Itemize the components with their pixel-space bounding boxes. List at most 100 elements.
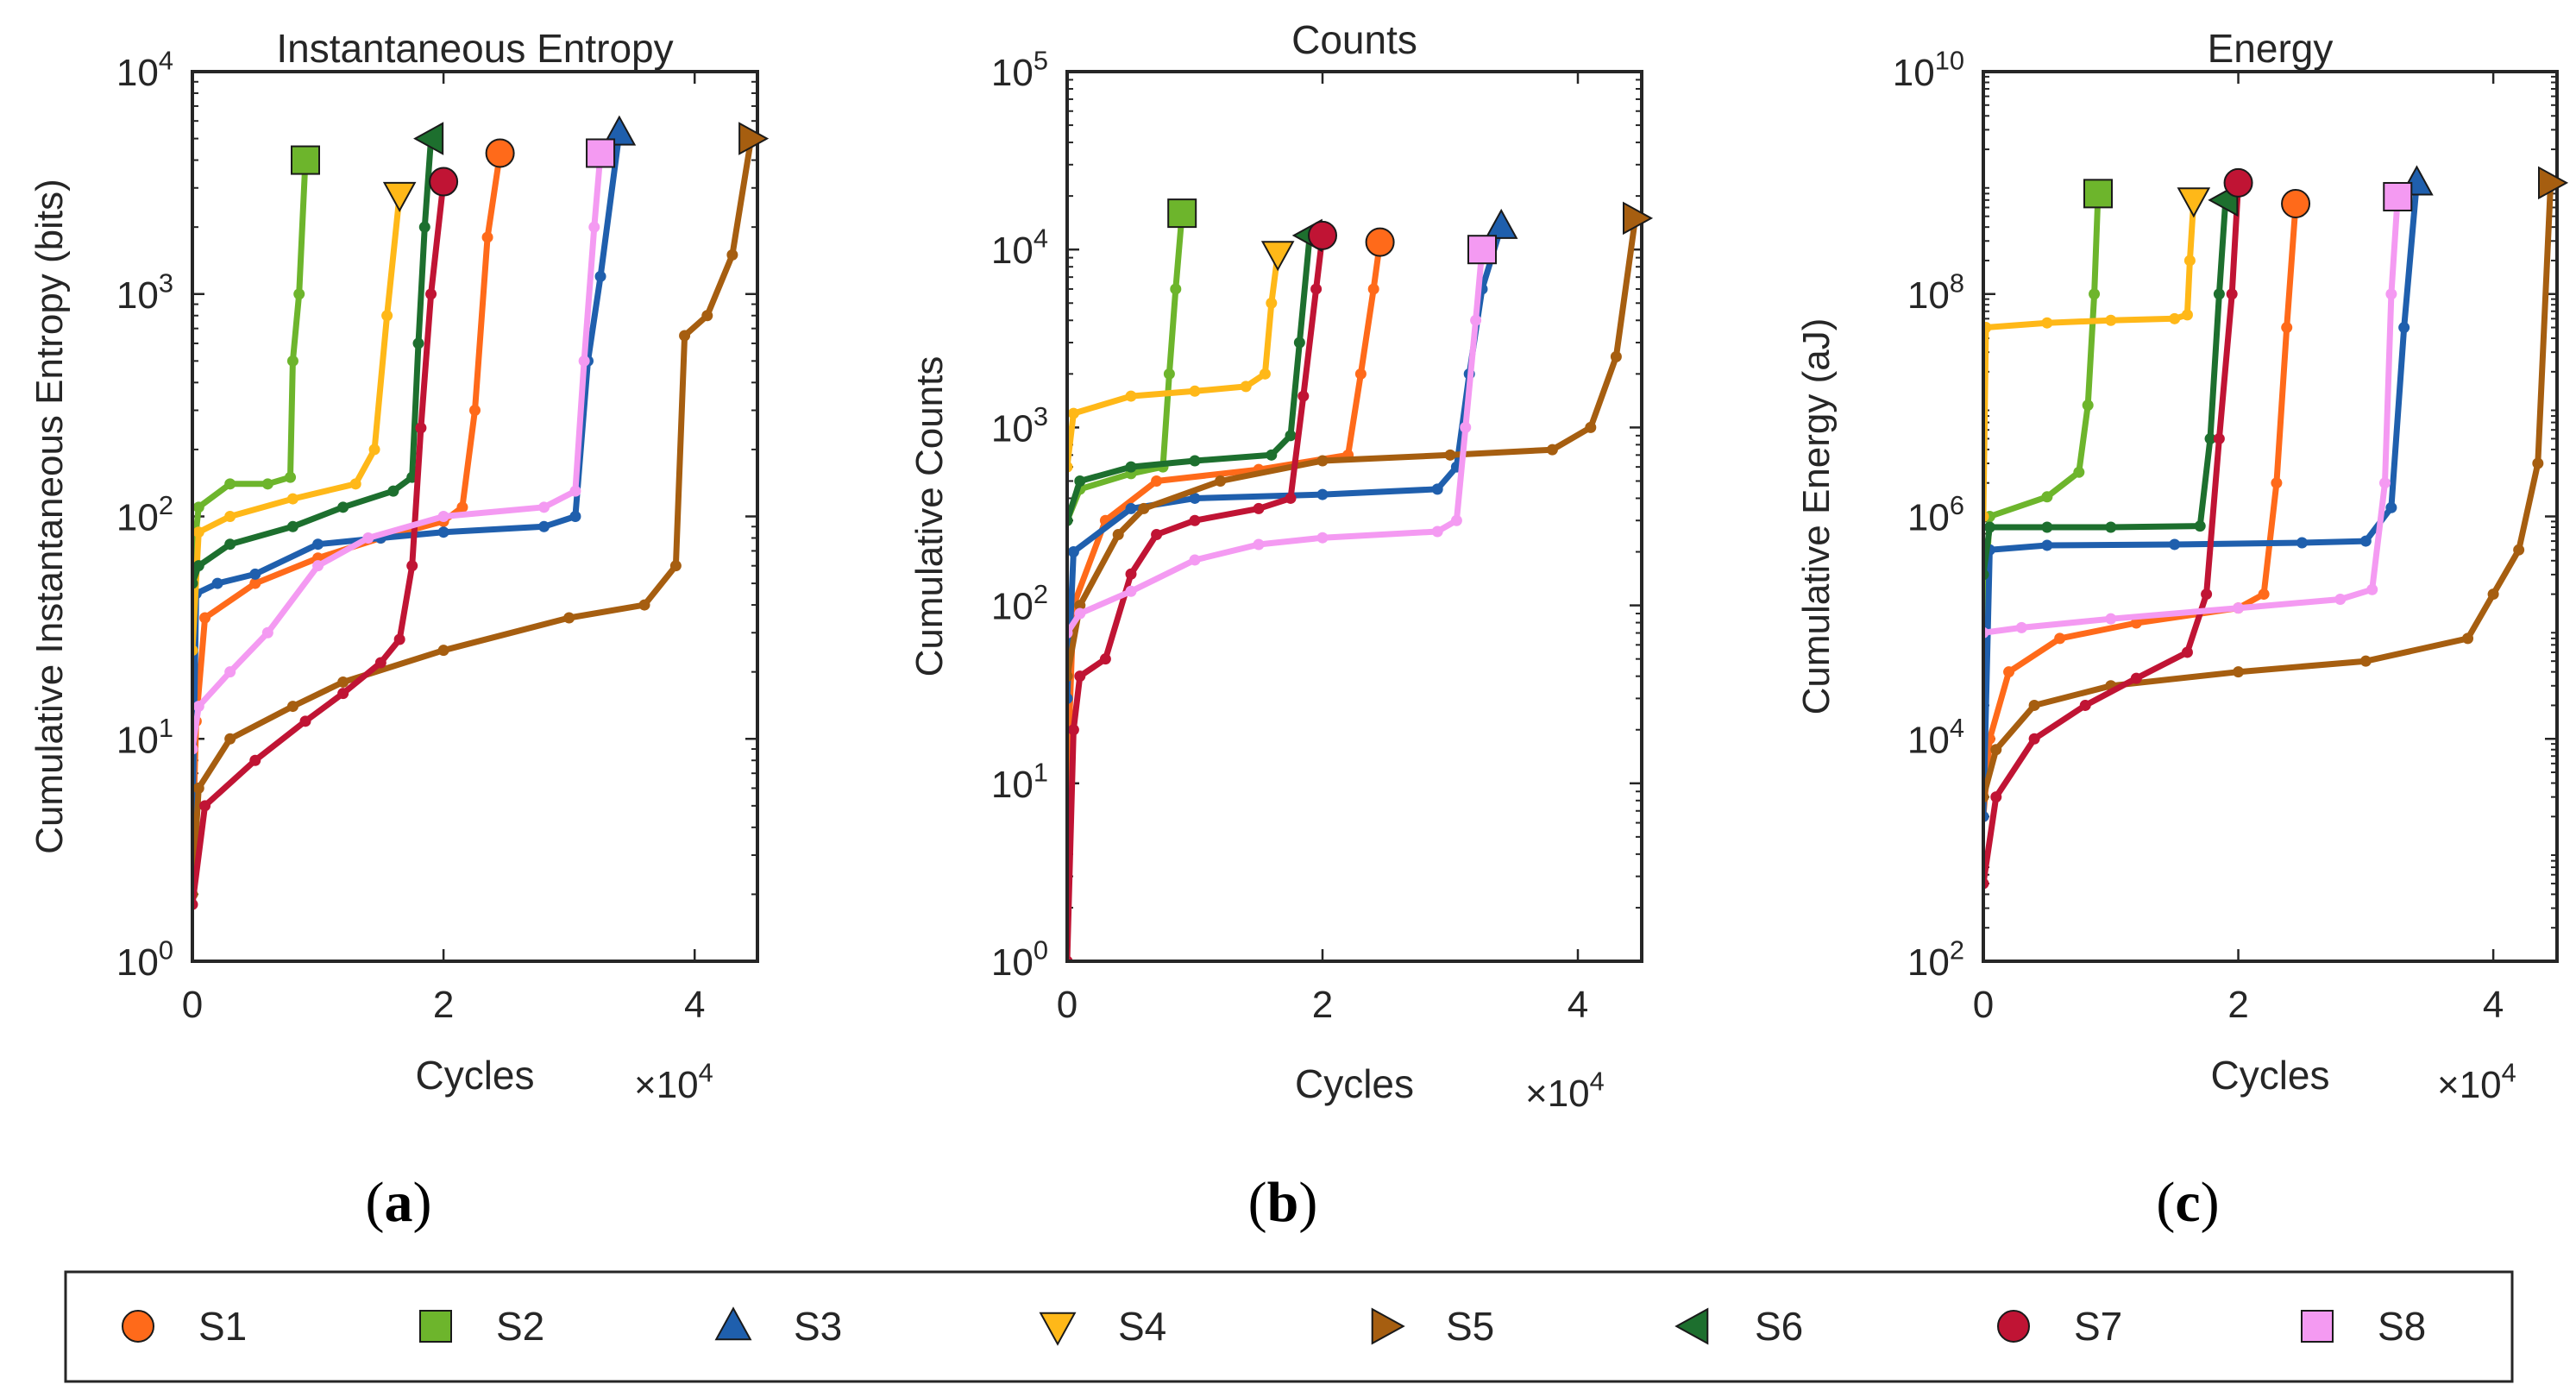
y-tick-label-exponent: 1 <box>159 713 173 743</box>
data-point-S4 <box>2041 317 2053 329</box>
data-point-S2 <box>293 288 305 300</box>
end-marker-S2 <box>2083 179 2113 209</box>
series-line-S7 <box>1983 179 2242 887</box>
data-point-S4 <box>224 511 236 522</box>
series-line-S6 <box>1983 197 2229 578</box>
data-point-S1 <box>249 577 261 589</box>
data-point-S8 <box>2334 593 2347 605</box>
plot-series-group <box>1067 207 1642 961</box>
series-line-S2 <box>192 157 309 569</box>
data-point-S5 <box>2028 699 2040 711</box>
legend-marker-S3 <box>714 1306 752 1341</box>
data-point-S3 <box>2359 535 2372 547</box>
x-tick-label: 0 <box>182 984 203 1026</box>
data-point-S3 <box>437 526 449 538</box>
data-point-S3 <box>211 577 223 589</box>
data-point-S7 <box>2130 672 2142 684</box>
data-point-S3 <box>594 270 606 282</box>
series-line-S4 <box>1983 197 2197 519</box>
x-axis-multiplier-exponent: 4 <box>1590 1067 1605 1097</box>
data-point-S7 <box>1099 653 1111 665</box>
data-point-S5 <box>1316 455 1329 467</box>
y-tick-label-exponent: 4 <box>1950 713 1964 743</box>
series-S7 <box>1067 230 1329 961</box>
data-point-S1 <box>2258 588 2270 601</box>
data-point-S6 <box>286 520 298 532</box>
y-tick-label-base: 10 <box>116 941 159 984</box>
data-point-S8 <box>578 355 590 367</box>
data-point-S8 <box>1316 532 1329 544</box>
data-point-S7 <box>2201 588 2213 601</box>
data-point-S8 <box>1460 421 1472 433</box>
x-tick-label: 2 <box>2227 984 2248 1026</box>
panel-label-letter: a <box>385 1171 413 1234</box>
data-point-S5 <box>1546 444 1558 456</box>
data-point-S6 <box>2041 521 2053 533</box>
y-tick-label: 102 <box>1907 935 1964 984</box>
data-point-S2 <box>224 478 236 490</box>
plot-area <box>1067 72 1642 961</box>
data-point-S2 <box>1163 368 1175 380</box>
x-axis-multiplier-base: ×10 <box>2437 1064 2502 1106</box>
data-point-S2 <box>261 478 273 490</box>
data-point-S6 <box>2105 521 2117 533</box>
data-point-S8 <box>1450 514 1462 526</box>
data-point-S6 <box>387 485 399 497</box>
data-point-S8 <box>362 532 374 544</box>
legend-label: S6 <box>1755 1304 1803 1349</box>
panel-label-letter: c <box>2175 1171 2200 1234</box>
end-marker-S3 <box>1484 208 1518 239</box>
y-tick-label: 103 <box>991 401 1048 450</box>
data-point-S4 <box>349 478 361 490</box>
end-marker-S7 <box>2223 167 2253 198</box>
plot-series-group <box>1983 177 2557 890</box>
data-point-S7 <box>1067 724 1079 736</box>
data-point-S8 <box>2379 477 2391 489</box>
data-point-S4 <box>1259 368 1271 380</box>
legend-label: S5 <box>1446 1304 1494 1349</box>
data-point-S7 <box>374 657 386 669</box>
data-point-S6 <box>1983 521 1995 533</box>
panel-label-paren: ( <box>2156 1171 2175 1234</box>
data-point-S7 <box>2079 699 2091 711</box>
data-point-S7 <box>1990 791 2002 803</box>
y-tick-label-base: 10 <box>991 407 1034 450</box>
y-tick-label: 104 <box>1907 713 1964 761</box>
data-point-S5 <box>2487 588 2499 601</box>
data-point-S5 <box>337 676 349 688</box>
panel-label-paren: ( <box>366 1171 385 1234</box>
data-point-S7 <box>249 754 261 766</box>
axes-frame <box>1982 70 2559 963</box>
data-point-S8 <box>261 626 273 639</box>
data-point-S7 <box>199 800 211 812</box>
data-point-S5 <box>286 701 298 713</box>
data-point-S7 <box>1285 492 1297 504</box>
series-line-S6 <box>1067 232 1313 524</box>
data-point-S4 <box>1067 407 1079 419</box>
data-point-S1 <box>1151 475 1163 487</box>
x-axis-label: Cycles <box>2210 1053 2329 1098</box>
data-point-S5 <box>1215 475 1227 487</box>
legend-label: S3 <box>794 1304 842 1349</box>
data-point-S4 <box>1240 381 1252 393</box>
y-tick-label-exponent: 0 <box>159 935 173 966</box>
data-point-S7 <box>1125 568 1137 580</box>
panel-label: (c) <box>2156 1171 2219 1234</box>
data-point-S5 <box>726 249 738 261</box>
data-point-S5 <box>1610 350 1622 362</box>
data-point-S1 <box>456 501 468 513</box>
data-point-S1 <box>2271 477 2283 489</box>
data-point-S2 <box>1170 283 1182 295</box>
y-axis-label: Cumulative Counts <box>908 356 951 677</box>
panel-label-letter: b <box>1267 1171 1299 1234</box>
y-tick-label-exponent: 3 <box>159 267 173 298</box>
data-point-S6 <box>418 221 430 233</box>
end-marker-S5 <box>738 122 770 155</box>
y-tick-label-exponent: 1 <box>1034 757 1048 787</box>
data-point-S6 <box>1074 475 1086 487</box>
y-axis-label: Cumulative Instantaneous Entropy (bits) <box>28 179 71 854</box>
y-tick-label-exponent: 4 <box>159 46 173 76</box>
legend-item-S2: S2 <box>419 1304 544 1349</box>
